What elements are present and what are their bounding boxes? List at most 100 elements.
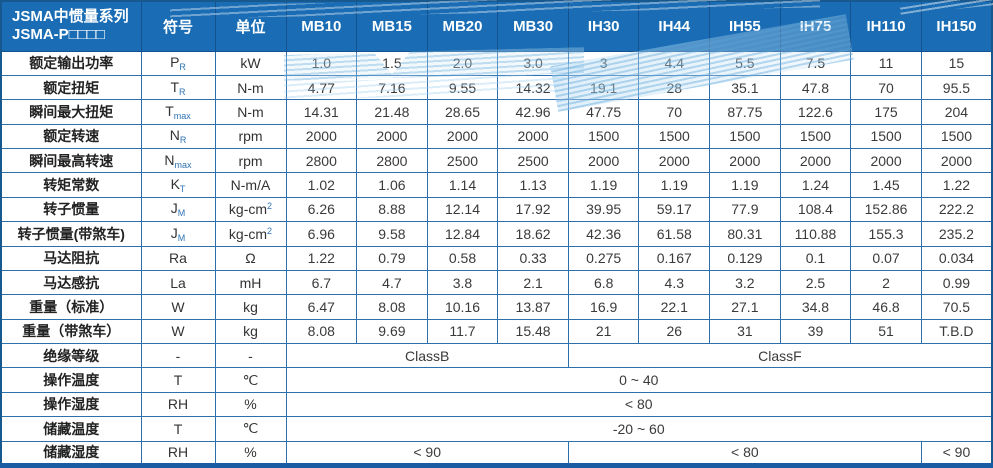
value-cell: 80.31 [709, 221, 781, 247]
span-value-cell: ClassF [567, 342, 993, 369]
value-cell: 28 [638, 74, 711, 101]
unit-main: kg-cm [228, 201, 268, 218]
model-header-mb15: MB15 [356, 0, 428, 52]
symbol-cell: TR [140, 74, 216, 101]
value-cell: 15.48 [497, 318, 569, 345]
unit-cell: N-m [214, 99, 287, 125]
value-cell: 42.36 [567, 221, 640, 247]
table-row: 马达阻抗 Ra Ω 1.22 0.79 0.58 0.33 0.275 0.167 0.129 0.… [0, 245, 993, 271]
row-label: 额定转速 [0, 123, 142, 150]
value-cell: 1.19 [709, 172, 781, 198]
series-title-cell: JSMA中惯量系列 JSMA-P□□□□ [0, 0, 142, 52]
symbol-subscript: max [173, 110, 191, 121]
value-cell: 0.034 [920, 245, 993, 271]
row-label: 转子惯量 [0, 196, 142, 223]
row-label: 额定扭矩 [0, 74, 142, 101]
value-cell: 222.2 [920, 196, 993, 223]
row-label: 马达感抗 [0, 269, 142, 296]
value-cell: 3.8 [426, 269, 499, 296]
span-value-cell: ClassB [285, 342, 569, 369]
table-row: 储藏湿度 RH% < 90 < 80 < 90 [0, 440, 993, 466]
symbol-main: W [171, 298, 185, 315]
symbol-cell: T [140, 367, 216, 393]
value-cell: 2000 [779, 147, 852, 174]
value-cell: 7.16 [356, 74, 428, 101]
value-cell: 34.8 [779, 294, 852, 320]
value-cell: 42.96 [497, 99, 569, 125]
model-header-ih55: IH55 [709, 0, 781, 52]
value-cell: 0.58 [426, 245, 499, 271]
unit-cell: kg [214, 294, 287, 320]
value-cell: 4.7 [356, 269, 428, 296]
row-label: 操作温度 [0, 367, 142, 393]
symbol-subscript: R [179, 86, 186, 97]
symbol-cell: JM [140, 196, 216, 223]
value-cell: 16.9 [567, 294, 640, 320]
value-cell: 4.3 [638, 269, 711, 296]
symbol-column-header: 符号 [140, 0, 216, 52]
value-cell: 22.1 [638, 294, 711, 320]
value-cell: T.B.D [920, 318, 993, 345]
value-cell: 0.07 [850, 245, 922, 271]
value-cell: 47.8 [779, 74, 852, 101]
value-cell: 152.86 [850, 196, 922, 223]
row-label: 瞬间最高转速 [0, 147, 142, 174]
symbol-cell: Nmax [140, 147, 216, 174]
unit-cell: N-m [214, 74, 287, 101]
value-cell: 1.19 [638, 172, 711, 198]
row-label: 瞬间最大扭矩 [0, 99, 142, 125]
value-cell: 28.65 [426, 99, 499, 125]
value-cell: 70.5 [920, 294, 993, 320]
unit-column-header: 单位 [214, 0, 287, 52]
unit-main: kg-cm [228, 225, 268, 242]
value-cell: 9.55 [426, 74, 499, 101]
unit-main: N-m [237, 103, 264, 120]
model-header-ih30: IH30 [567, 0, 640, 52]
symbol-main: T [165, 102, 174, 119]
span-value-cell: -20 ~ 60 [285, 416, 993, 442]
value-cell: 39 [779, 318, 852, 345]
value-cell: 2.5 [779, 269, 852, 296]
value-cell: 2000 [426, 123, 499, 150]
value-cell: 2000 [920, 147, 993, 174]
unit-main: kg [243, 298, 258, 315]
value-cell: 1.45 [850, 172, 922, 198]
value-cell: 13.87 [497, 294, 569, 320]
model-header-mb10: MB10 [285, 0, 358, 52]
value-cell: 3.2 [709, 269, 781, 296]
value-cell: 0.129 [709, 245, 781, 271]
symbol-subscript: R [179, 135, 187, 146]
unit-main: mH [239, 274, 262, 291]
symbol-cell: RH [140, 440, 216, 466]
row-label: 绝缘等级 [0, 342, 142, 369]
value-cell: 204 [920, 99, 993, 125]
value-cell: 11.7 [426, 318, 499, 345]
value-cell: 59.17 [638, 196, 711, 223]
row-label: 额定输出功率 [0, 50, 142, 76]
unit-cell: rpm [214, 147, 287, 174]
value-cell: 70 [638, 99, 711, 125]
value-cell: 7.5 [779, 50, 852, 76]
symbol-cell: RH [140, 391, 216, 418]
symbol-main: J [170, 224, 178, 241]
value-cell: 235.2 [920, 221, 993, 247]
unit-cell: - [214, 342, 287, 369]
unit-cell: ℃ [214, 416, 287, 442]
span-value-cell: < 80 [567, 440, 922, 466]
value-cell: 1500 [850, 123, 922, 150]
symbol-subscript: M [177, 232, 186, 243]
value-cell: 3 [567, 50, 640, 76]
value-cell: 1500 [709, 123, 781, 150]
symbol-main: J [170, 200, 178, 217]
table-row: 操作温度 T ℃ 0 ~ 40 [0, 367, 993, 393]
symbol-main: K [170, 176, 180, 193]
value-cell: 2000 [709, 147, 781, 174]
value-cell: 11 [850, 50, 922, 76]
value-cell: 1.14 [426, 172, 499, 198]
symbol-main: W [171, 323, 185, 340]
value-cell: 14.31 [285, 99, 358, 125]
model-header-ih110: IH110 [850, 0, 922, 52]
table-row: 马达感抗 La mH 6.7 4.7 3.8 2.1 6.8 4.3 3.2 2.5 2 0.99 [0, 269, 993, 296]
value-cell: 2.0 [426, 50, 499, 76]
value-cell: 0.275 [567, 245, 640, 271]
